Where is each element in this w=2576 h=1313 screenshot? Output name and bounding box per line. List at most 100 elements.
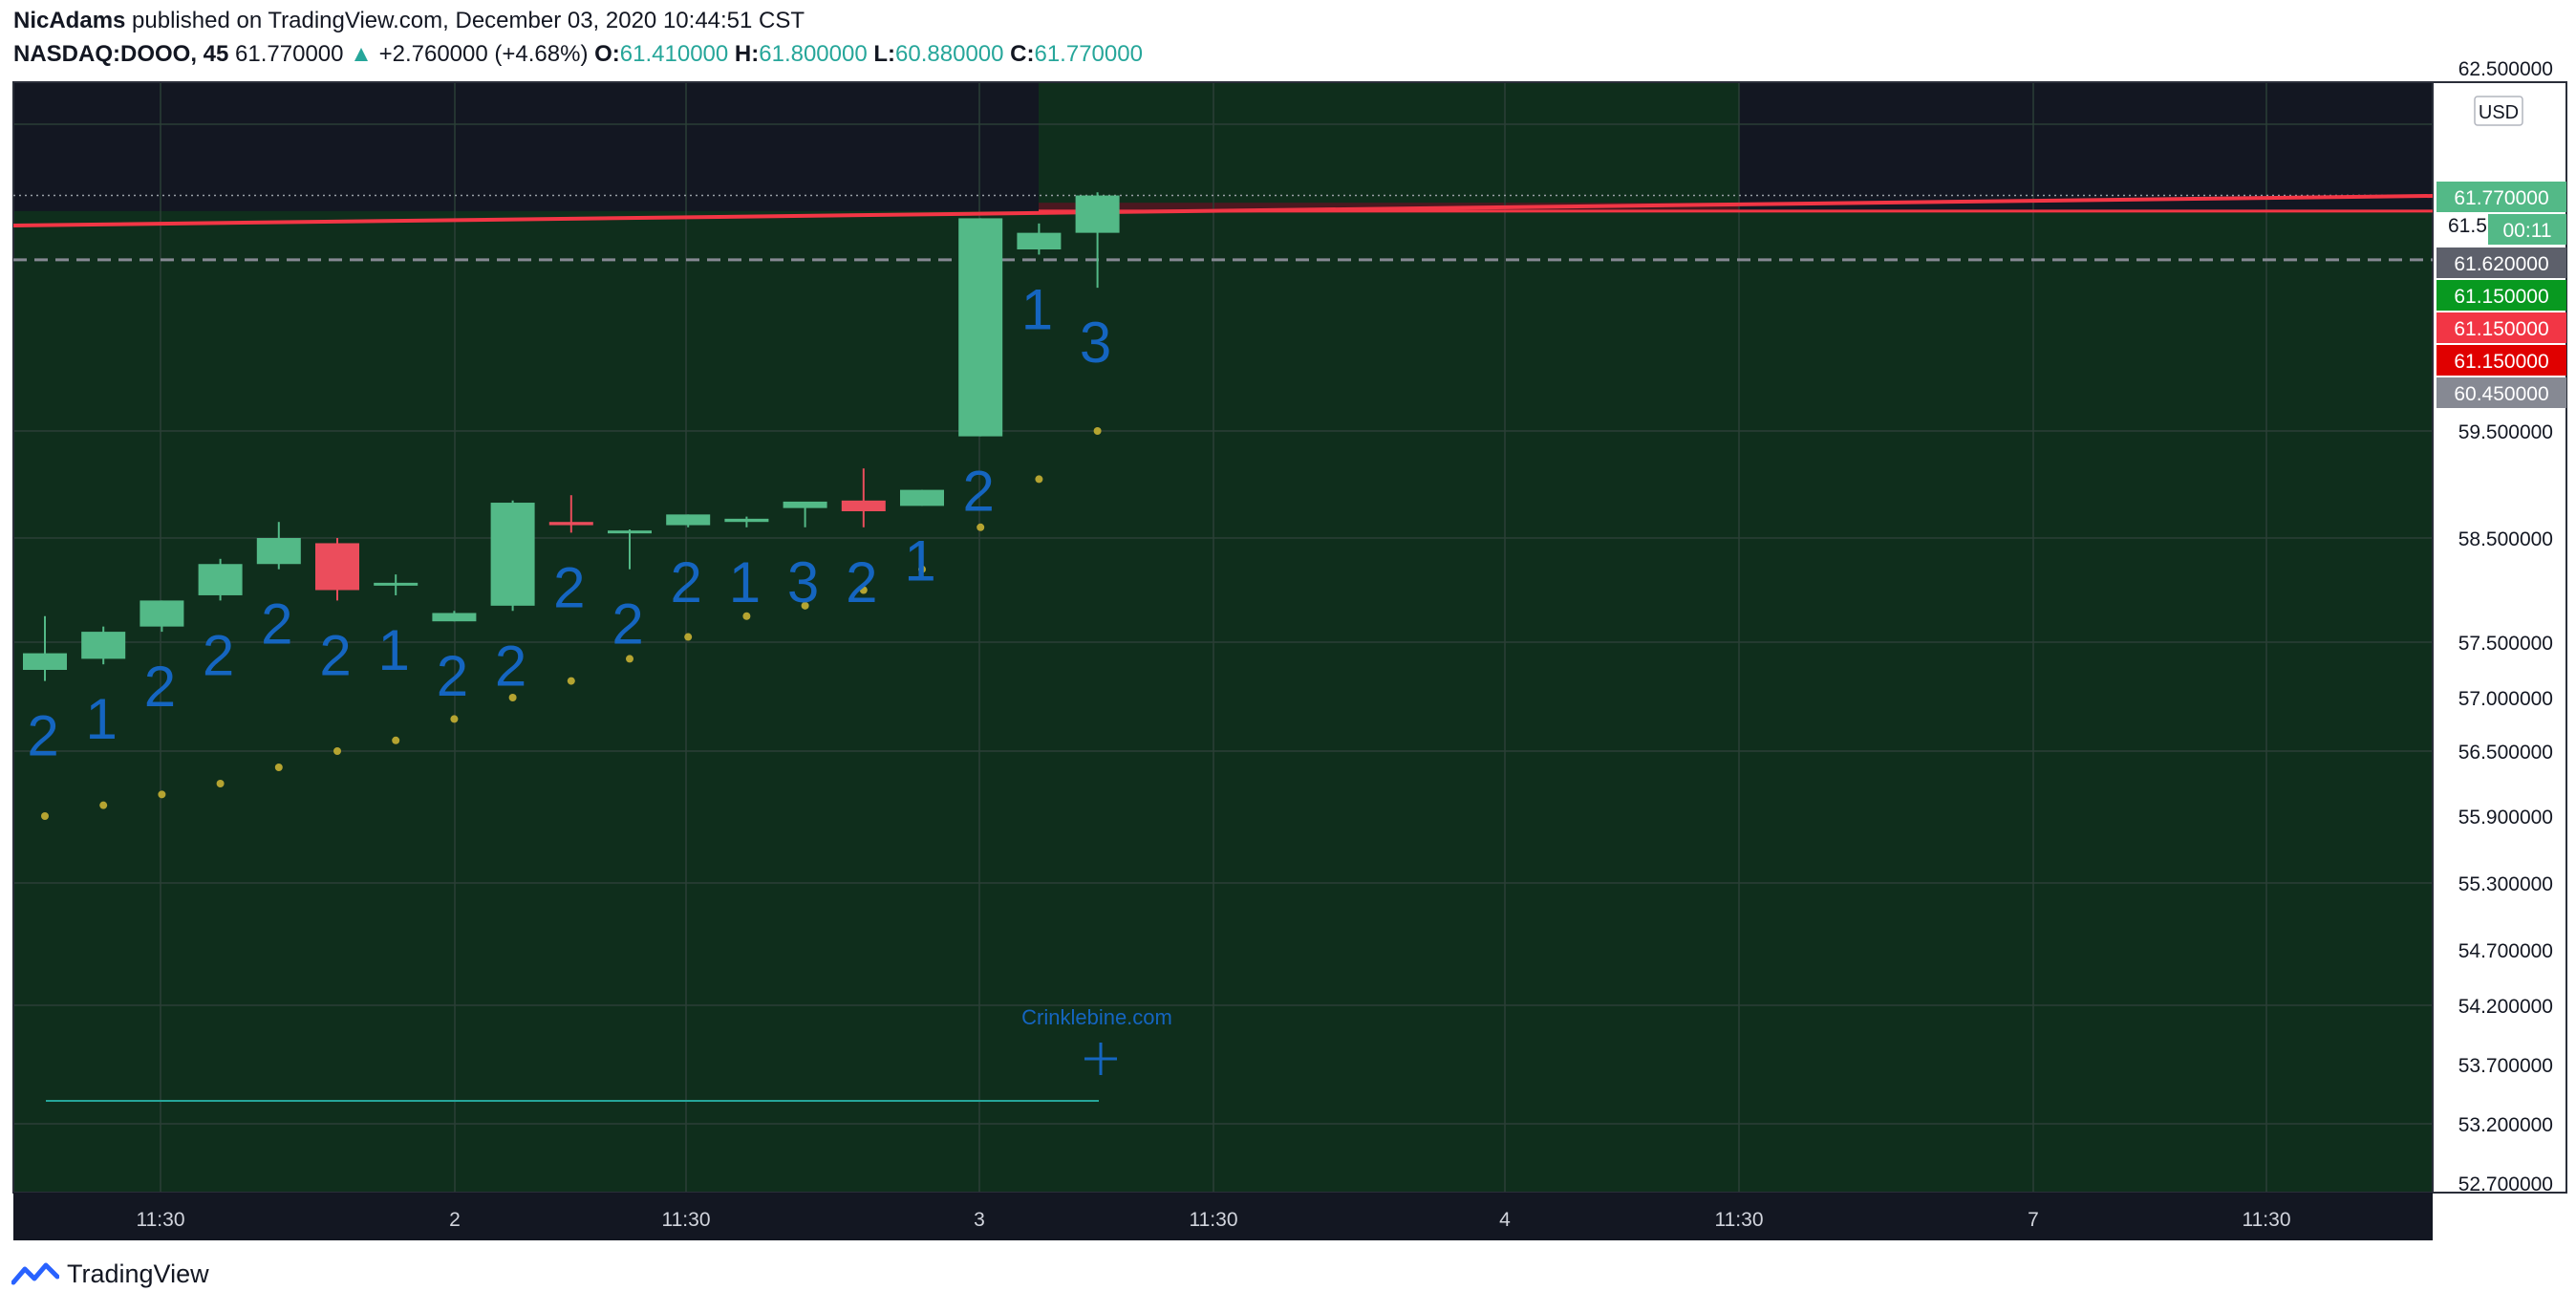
wave-count-label: 3 <box>787 550 819 614</box>
price-change: +2.760000 (+4.68%) <box>378 41 589 67</box>
x-tick-label: 11:30 <box>662 1209 711 1231</box>
sar-dot <box>392 736 400 744</box>
candle-body <box>608 530 652 534</box>
price-badge-label: 61.150000 <box>2454 318 2548 340</box>
sar-dot <box>274 764 283 771</box>
y-tick-label: 54.200000 <box>2458 996 2553 1018</box>
candle-body <box>666 514 711 526</box>
high-value: 61.800000 <box>759 41 868 67</box>
y-tick-label: 62.500000 <box>2458 58 2553 80</box>
sar-dot <box>567 677 575 685</box>
wave-count-label: 1 <box>86 687 118 751</box>
candle-body <box>841 500 886 511</box>
candle-body <box>490 503 535 606</box>
price-badge <box>2436 377 2566 408</box>
price-badge <box>2436 280 2566 311</box>
zone-upper <box>1039 82 1739 211</box>
y-tick-partial: 61.5 <box>2448 215 2487 237</box>
candle-body <box>783 501 827 508</box>
y-tick-label: 54.700000 <box>2458 940 2553 962</box>
candle-body <box>81 632 126 659</box>
last-price: 61.770000 <box>235 41 344 67</box>
price-badge <box>2436 248 2566 278</box>
sar-dot <box>684 633 693 641</box>
tradingview-brand[interactable]: TradingView <box>67 1259 209 1288</box>
zone-lower <box>13 210 2433 1193</box>
tradingview-logo-icon <box>11 1262 59 1284</box>
price-badge-label: 60.450000 <box>2454 383 2548 405</box>
price-badge-label: 61.150000 <box>2454 351 2548 373</box>
y-tick-label: 55.300000 <box>2458 873 2553 895</box>
candle-body <box>1075 195 1120 233</box>
author-name: NicAdams <box>13 8 126 33</box>
y-tick-label: 55.900000 <box>2458 807 2553 829</box>
wave-count-label: 2 <box>495 634 526 698</box>
open-value: 61.410000 <box>619 41 729 67</box>
candle-body <box>432 613 477 622</box>
y-tick-label: 53.700000 <box>2458 1055 2553 1077</box>
candle-body <box>256 538 301 565</box>
x-tick-label: 11:30 <box>1715 1209 1764 1231</box>
close-value: 61.770000 <box>1034 41 1143 67</box>
wave-count-label: 2 <box>437 644 468 708</box>
price-badge <box>2436 182 2566 212</box>
time-axis <box>13 1193 2433 1240</box>
footer: TradingView <box>11 1259 209 1289</box>
sar-dot <box>801 601 809 610</box>
y-tick-label: 53.200000 <box>2458 1114 2553 1136</box>
y-tick-label: 52.700000 <box>2458 1173 2553 1195</box>
sar-dot <box>216 780 225 787</box>
wave-count-label: 2 <box>963 460 995 524</box>
sar-dot <box>626 655 633 663</box>
sar-dot <box>508 694 517 701</box>
candle-body <box>374 582 419 586</box>
wave-count-label: 2 <box>27 704 58 768</box>
y-tick-label: 58.500000 <box>2458 528 2553 550</box>
crosshair-plus-icon <box>1084 1043 1117 1075</box>
sar-dot <box>41 812 49 820</box>
candle-body <box>23 653 67 670</box>
y-tick-label: 56.500000 <box>2458 742 2553 764</box>
price-badge-label: 61.770000 <box>2454 187 2548 209</box>
price-badge <box>2488 214 2566 245</box>
x-tick-label: 11:30 <box>1190 1209 1238 1231</box>
wave-count-label: 2 <box>144 655 176 719</box>
up-triangle-icon: ▲ <box>350 41 373 67</box>
close-label: C: <box>1010 41 1035 67</box>
publish-info: NicAdams published on TradingView.com, D… <box>13 8 805 34</box>
wave-count-label: 1 <box>729 550 761 614</box>
symbol-legend: NASDAQ:DOOO, 45 61.770000 ▲ +2.760000 (+… <box>13 41 1143 68</box>
sar-dot <box>742 612 751 620</box>
sar-dot <box>99 801 108 809</box>
wave-count-label: 1 <box>1021 277 1053 341</box>
candle-body <box>900 489 944 506</box>
y-tick-label: 57.500000 <box>2458 633 2553 655</box>
wave-count-label: 2 <box>671 550 702 614</box>
currency-badge <box>2474 96 2523 126</box>
sar-dot <box>333 747 341 755</box>
wave-count-label: 2 <box>553 555 585 619</box>
low-value: 60.880000 <box>895 41 1004 67</box>
x-tick-label: 2 <box>449 1209 461 1231</box>
x-tick-label: 7 <box>2028 1209 2039 1231</box>
symbol-name: NASDAQ:DOOO, 45 <box>13 41 229 67</box>
wave-count-label: 2 <box>846 550 877 614</box>
candle-body <box>1017 232 1062 249</box>
sar-dot <box>450 715 459 723</box>
y-tick-label: 59.500000 <box>2458 421 2553 443</box>
price-badge <box>2436 345 2566 376</box>
high-label: H: <box>734 41 760 67</box>
candle-body <box>548 522 593 526</box>
wave-count-label: 2 <box>319 623 351 687</box>
watermark: Crinklebine.com <box>1021 1005 1172 1029</box>
open-label: O: <box>594 41 620 67</box>
x-tick-label: 4 <box>1499 1209 1511 1231</box>
sar-dot <box>1035 475 1043 484</box>
y-tick-label: 57.000000 <box>2458 688 2553 710</box>
price-badge-label: 00:11 <box>2503 220 2552 242</box>
candle-body <box>198 564 243 595</box>
x-tick-label: 11:30 <box>137 1209 185 1231</box>
candle-body <box>140 600 184 627</box>
low-label: L: <box>873 41 896 67</box>
